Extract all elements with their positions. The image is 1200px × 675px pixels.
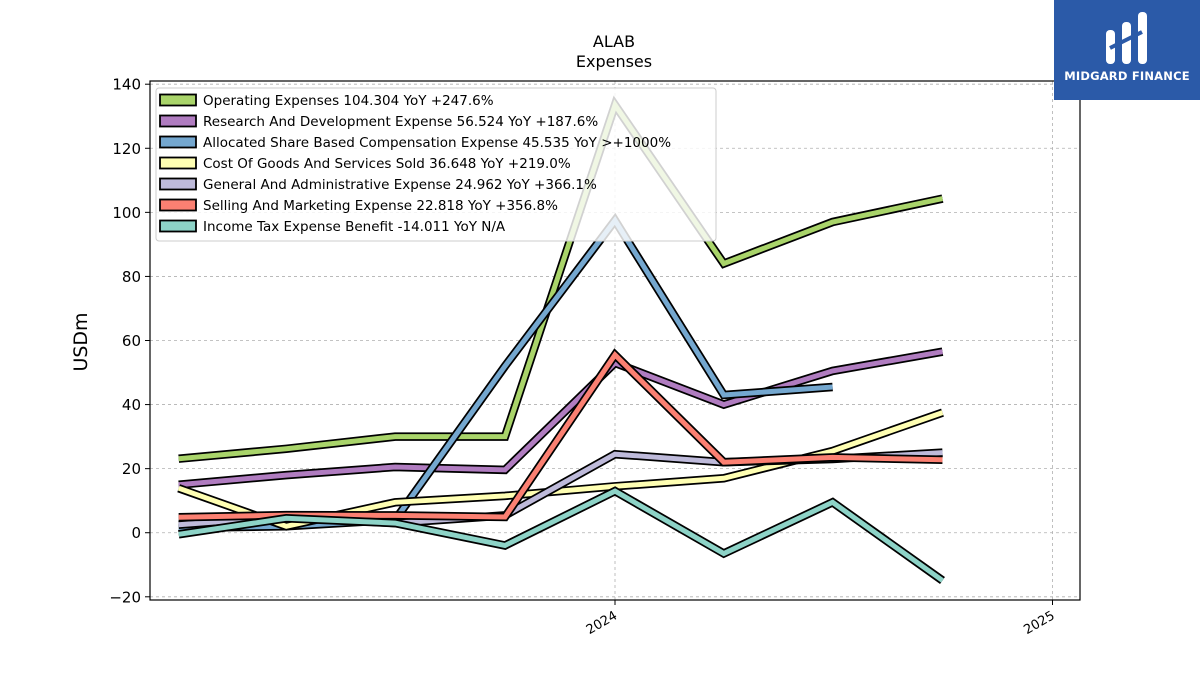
brand-logo: MIDGARD FINANCE xyxy=(1054,0,1200,100)
series-stroke xyxy=(178,99,944,462)
series-line xyxy=(178,95,944,463)
legend-label: Cost Of Goods And Services Sold 36.648 Y… xyxy=(203,156,571,172)
y-tick-label: 40 xyxy=(122,396,141,414)
series-stroke xyxy=(178,215,833,531)
y-tick-label: 140 xyxy=(112,76,141,94)
y-tick-label: −20 xyxy=(109,588,141,606)
legend-swatch xyxy=(159,198,197,212)
brand-name: MIDGARD FINANCE xyxy=(1064,69,1190,83)
y-tick-label: 120 xyxy=(112,140,141,158)
legend-swatch xyxy=(159,135,197,149)
y-tick-label: 100 xyxy=(112,204,141,222)
legend-label: Income Tax Expense Benefit -14.011 YoY N… xyxy=(203,219,506,235)
series-stroke xyxy=(178,349,943,488)
series-line xyxy=(178,347,944,489)
legend: Operating Expenses 104.304 YoY +247.6% Re… xyxy=(155,87,717,242)
y-tick-label: 20 xyxy=(122,460,141,478)
legend-label: Allocated Share Based Compensation Expen… xyxy=(203,135,671,151)
legend-swatch xyxy=(159,114,197,128)
y-axis-label: USDm xyxy=(70,312,92,371)
legend-swatch xyxy=(159,177,197,191)
series-line xyxy=(178,212,833,533)
logo-mark-icon xyxy=(1106,12,1147,64)
legend-label: Selling And Marketing Expense 22.818 YoY… xyxy=(203,198,558,214)
x-tick-label: 2025 xyxy=(1021,608,1057,638)
x-tick-label: 2024 xyxy=(584,608,620,638)
legend-label: Operating Expenses 104.304 YoY +247.6% xyxy=(203,93,494,109)
chart-subtitle: Expenses xyxy=(576,52,652,71)
y-tick-label: 0 xyxy=(131,524,141,542)
y-tick-label: 80 xyxy=(122,268,141,286)
series-line xyxy=(178,486,945,584)
series-stroke xyxy=(178,488,944,583)
series-outline xyxy=(178,212,833,533)
y-tick-label: 60 xyxy=(122,332,141,350)
legend-swatch xyxy=(159,93,197,107)
legend-swatch xyxy=(159,219,197,233)
legend-label: Research And Development Expense 56.524 … xyxy=(203,114,598,130)
legend-box xyxy=(155,87,717,242)
chart-title: ALAB xyxy=(593,32,635,51)
legend-swatch xyxy=(159,156,197,170)
legend-label: General And Administrative Expense 24.96… xyxy=(203,177,597,193)
series-lines xyxy=(177,95,945,584)
